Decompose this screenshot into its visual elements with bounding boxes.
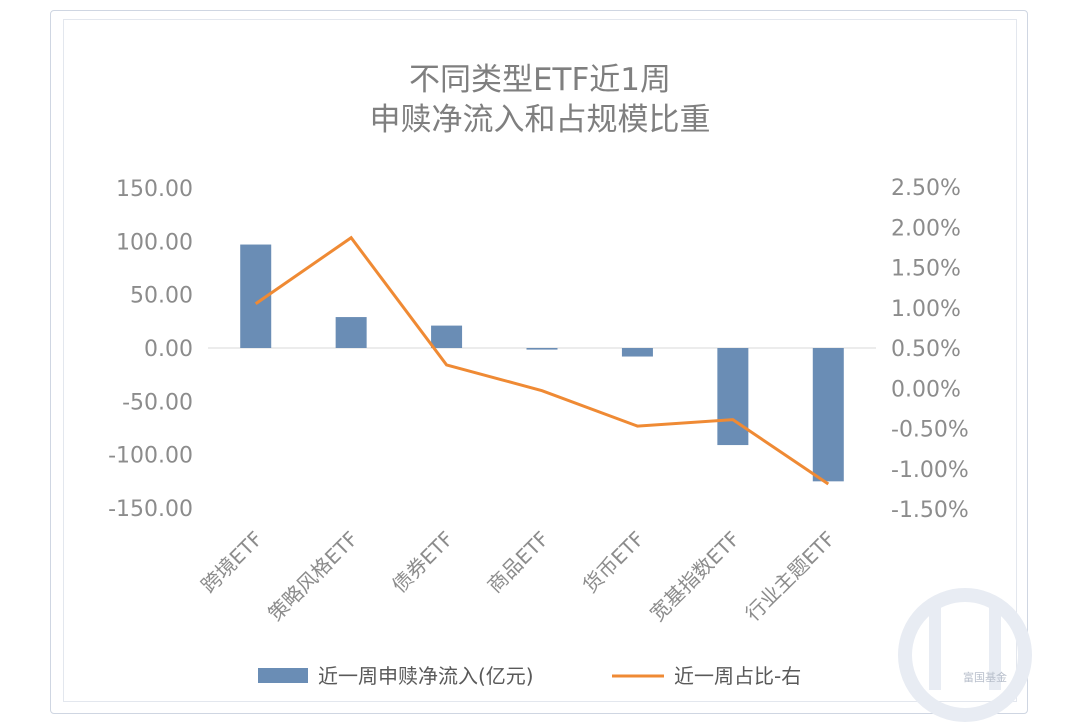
bar-7: [812, 348, 844, 482]
right-axis-tick-label: 0.50%: [891, 337, 961, 362]
left-axis-tick-label: 100.00: [116, 230, 193, 255]
left-axis-tick-label: -100.00: [108, 444, 193, 469]
bar-3: [431, 325, 463, 348]
category-label: 货币ETF: [578, 527, 649, 598]
category-label: 策略风格ETF: [263, 527, 362, 626]
right-axis-tick-label: 0.00%: [891, 377, 961, 402]
right-axis-tick-label: -0.50%: [891, 418, 969, 443]
bar-6: [717, 348, 749, 446]
category-label: 债券ETF: [387, 527, 458, 598]
bar-5: [621, 348, 653, 357]
right-axis-tick-label: -1.00%: [891, 458, 969, 483]
right-axis-tick-label: 1.50%: [891, 257, 961, 282]
series-line-ratio: [254, 235, 830, 486]
category-label: 宽基指数ETF: [645, 527, 744, 626]
bar-2: [335, 317, 367, 348]
chart-title-line1: 不同类型ETF近1周: [408, 62, 672, 98]
left-axis-tick-label: -150.00: [108, 497, 193, 522]
legend-bar-swatch: [258, 668, 308, 683]
legend-bar-label: 近一周申赎净流入(亿元): [318, 664, 534, 688]
legend: 近一周申赎净流入(亿元) 近一周占比-右: [258, 664, 801, 688]
left-axis-tick-label: 50.00: [130, 284, 193, 309]
right-axis-tick-label: 1.00%: [891, 297, 961, 322]
bar-4: [526, 348, 558, 350]
category-label: 行业主题ETF: [741, 527, 840, 626]
right-axis-tick-label: -1.50%: [891, 498, 969, 523]
left-axis-tick-label: 0.00: [144, 337, 193, 362]
outer-frame: [50, 10, 1028, 714]
category-label: 跨境ETF: [196, 527, 267, 598]
right-axis-tick-label: 2.50%: [891, 176, 961, 201]
category-label: 商品ETF: [483, 527, 554, 598]
chart-title-line2: 申赎净流入和占规模比重: [369, 102, 711, 138]
watermark-text: 富国基金: [963, 670, 1007, 684]
legend-line-label: 近一周占比-右: [674, 664, 801, 688]
left-axis-tick-label: -50.00: [122, 390, 193, 415]
right-axis-tick-label: 2.00%: [891, 216, 961, 241]
left-axis-tick-label: 150.00: [116, 177, 193, 202]
watermark-logo: 富国基金: [898, 588, 1032, 722]
chart-area: [63, 19, 1017, 702]
